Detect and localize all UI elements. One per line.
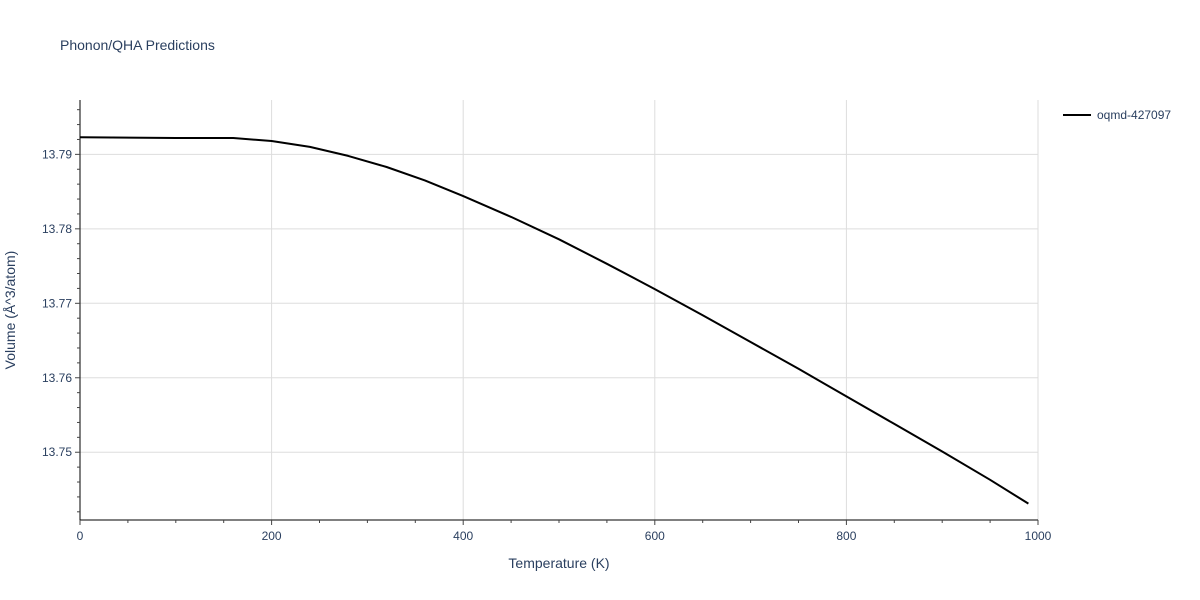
x-axis-title: Temperature (K): [508, 555, 609, 571]
grid: [80, 100, 1039, 520]
y-axis-title: Volume (Å^3/atom): [2, 251, 18, 370]
x-tick-label: 0: [77, 529, 84, 543]
x-tick-label: 600: [645, 529, 665, 543]
y-axis-ticks: 13.75 13.76 13.77 13.78 13.79: [42, 109, 80, 513]
axes: [79, 100, 1038, 521]
x-axis-ticks: 0 200 400 600 800 1000: [77, 520, 1052, 543]
y-tick-label: 13.75: [42, 445, 72, 459]
y-tick-label: 13.78: [42, 222, 72, 236]
chart-title: Phonon/QHA Predictions: [60, 37, 215, 53]
legend[interactable]: oqmd-427097: [1063, 108, 1171, 122]
plot-area: [79, 136, 1029, 505]
legend-label: oqmd-427097: [1097, 108, 1171, 122]
series-line: [79, 136, 1029, 505]
x-tick-label: 400: [453, 529, 473, 543]
y-tick-label: 13.77: [42, 296, 72, 310]
x-tick-label: 1000: [1025, 529, 1052, 543]
y-tick-label: 13.76: [42, 371, 72, 385]
y-tick-label: 13.79: [42, 147, 72, 161]
x-tick-label: 200: [262, 529, 282, 543]
x-tick-label: 800: [836, 529, 856, 543]
